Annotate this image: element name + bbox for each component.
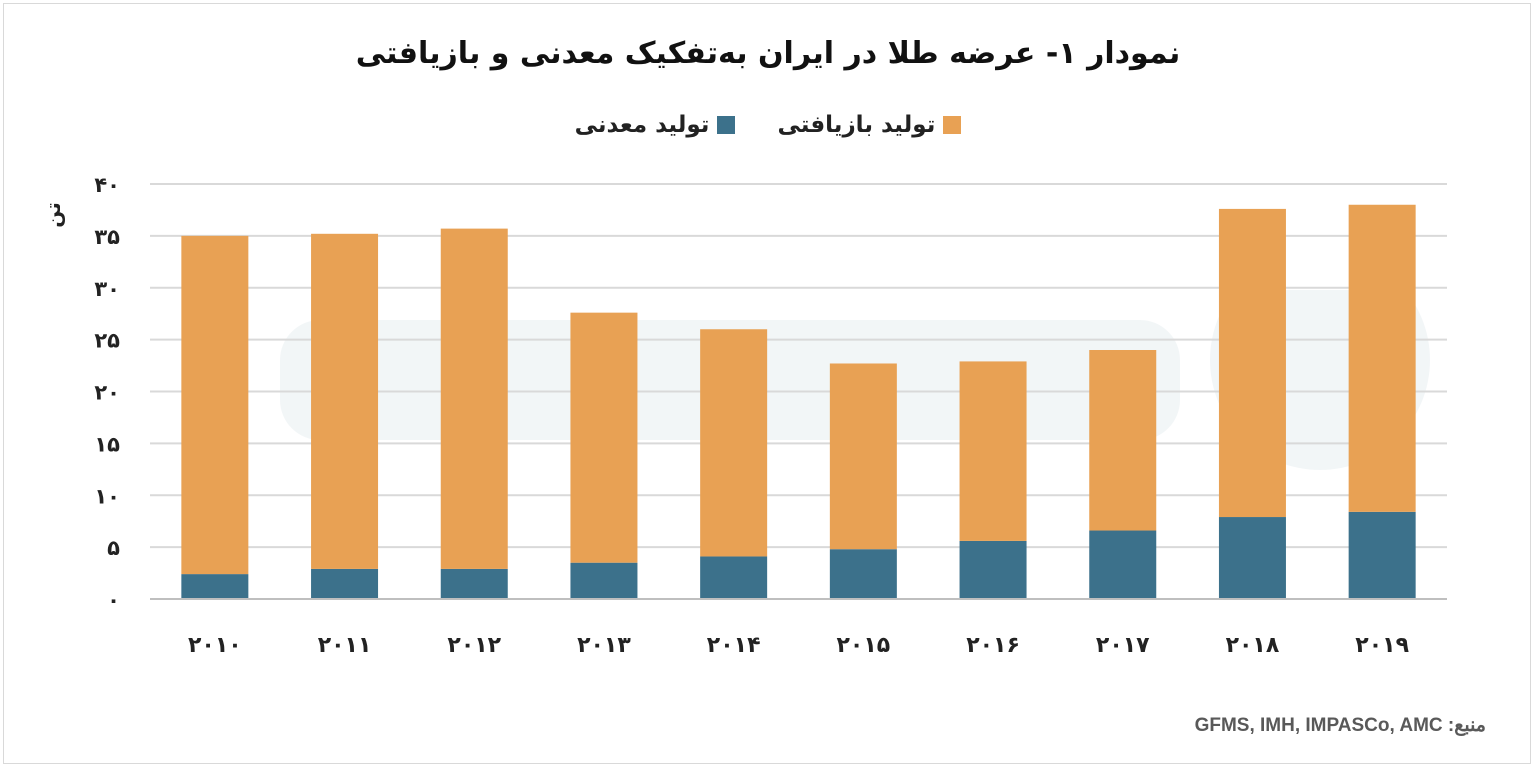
bar-segment-mined <box>700 556 768 599</box>
x-tick-label: ۲۰۱۸ <box>1226 633 1280 658</box>
bar-segment-recycled <box>181 235 249 575</box>
y-tick-label: ۰ <box>107 588 120 612</box>
bar-segment-mined <box>570 562 638 599</box>
y-tick-label: ۴۰ <box>94 173 120 197</box>
x-tick-label: ۲۰۱۹ <box>1355 633 1409 658</box>
bar-segment-mined <box>1348 511 1416 599</box>
bar-segment-mined <box>829 549 897 599</box>
y-tick-label: ۲۵ <box>94 329 120 353</box>
bar-segment-mined <box>1089 530 1157 599</box>
legend-label-mined: تولید معدنی <box>574 112 710 138</box>
bar-segment-mined <box>311 568 379 599</box>
bar-segment-recycled <box>959 361 1027 541</box>
x-tick-label: ۲۰۱۶ <box>966 633 1020 658</box>
y-tick-label: ۵ <box>107 536 120 560</box>
bar-segment-mined <box>959 540 1027 599</box>
y-tick-label: ۳۵ <box>94 225 120 249</box>
legend-label-recycled: تولید بازیافتی <box>777 112 936 138</box>
x-tick-label: ۲۰۱۴ <box>707 633 761 658</box>
y-tick-label: ۱۰ <box>94 484 120 508</box>
bar-segment-mined <box>1218 517 1286 599</box>
x-tick-label: ۲۰۱۱ <box>318 633 372 658</box>
bar-segment-recycled <box>570 312 638 563</box>
bar-segment-recycled <box>700 329 768 557</box>
bar-segment-recycled <box>1348 204 1416 512</box>
y-tick-label: ۱۵ <box>94 432 120 456</box>
legend-item-recycled: تولید بازیافتی <box>777 112 962 138</box>
legend-item-mined: تولید معدنی <box>575 112 736 138</box>
bar-segment-recycled <box>311 233 379 569</box>
bar-segment-recycled <box>440 228 508 569</box>
y-tick-label: ۲۰ <box>94 381 120 405</box>
legend-swatch-mined <box>717 116 736 134</box>
x-tick-label: ۲۰۱۷ <box>1096 633 1150 658</box>
x-tick-label: ۲۰۱۰ <box>188 633 242 658</box>
source-note: منبع: GFMS, IMH, IMPASCo, AMC <box>1194 715 1486 736</box>
bar-segment-recycled <box>829 363 897 550</box>
x-tick-label: ۲۰۱۲ <box>447 633 501 658</box>
bar-segment-recycled <box>1089 350 1157 531</box>
x-tick-label: ۲۰۱۳ <box>577 633 631 658</box>
y-tick-label: ۳۰ <box>94 277 120 301</box>
legend-swatch-recycled <box>943 116 962 134</box>
chart-legend: تولید بازیافتی تولید معدنی <box>0 112 1536 138</box>
y-axis-label: تن <box>41 202 65 228</box>
bar-segment-recycled <box>1218 208 1286 518</box>
chart-title: نمودار ۱- عرضه طلا در ایران به‌تفکیک معد… <box>355 36 1181 71</box>
x-tick-label: ۲۰۱۵ <box>836 633 890 658</box>
bar-segment-mined <box>181 574 249 599</box>
bar-segment-mined <box>440 568 508 599</box>
